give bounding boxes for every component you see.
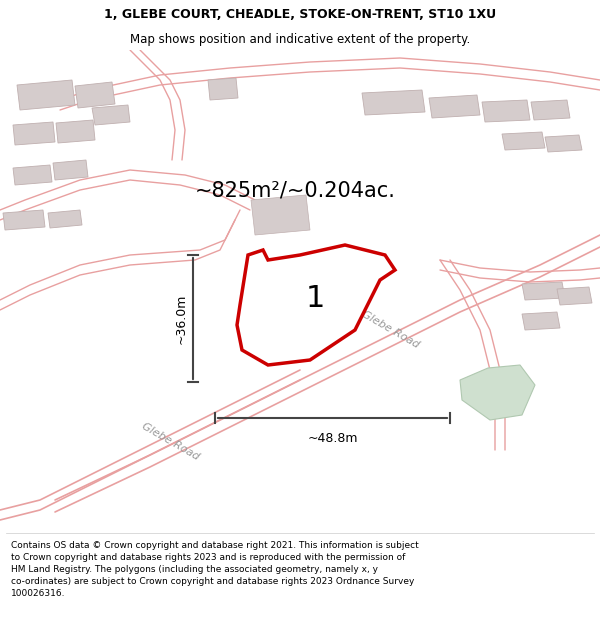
Text: ~48.8m: ~48.8m [307,432,358,445]
Polygon shape [75,82,115,108]
Text: Contains OS data © Crown copyright and database right 2021. This information is : Contains OS data © Crown copyright and d… [11,541,419,598]
Polygon shape [557,287,592,305]
Polygon shape [92,105,130,125]
Text: ~36.0m: ~36.0m [175,293,187,344]
Polygon shape [362,90,425,115]
Polygon shape [48,210,82,228]
Text: ~825m²/~0.204ac.: ~825m²/~0.204ac. [194,180,395,200]
Polygon shape [522,312,560,330]
Polygon shape [531,100,570,120]
Polygon shape [545,135,582,152]
Polygon shape [3,210,45,230]
Polygon shape [208,78,238,100]
Polygon shape [502,132,545,150]
Polygon shape [17,80,75,110]
Polygon shape [251,195,310,235]
Polygon shape [56,120,95,143]
Text: 1, GLEBE COURT, CHEADLE, STOKE-ON-TRENT, ST10 1XU: 1, GLEBE COURT, CHEADLE, STOKE-ON-TRENT,… [104,9,496,21]
Polygon shape [237,245,395,365]
Text: Glebe Road: Glebe Road [140,421,200,462]
Polygon shape [53,160,88,180]
Text: 1: 1 [305,284,325,313]
Polygon shape [429,95,480,118]
Polygon shape [13,165,52,185]
Polygon shape [482,100,530,122]
Polygon shape [460,365,535,420]
Text: Glebe Road: Glebe Road [359,309,421,351]
Polygon shape [522,282,565,300]
Text: Map shows position and indicative extent of the property.: Map shows position and indicative extent… [130,32,470,46]
Polygon shape [13,122,55,145]
